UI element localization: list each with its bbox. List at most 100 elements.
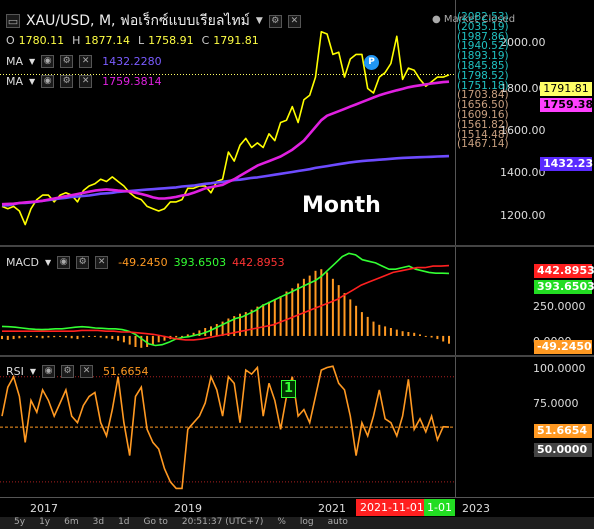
price-tick-label: 1400.00	[500, 166, 546, 179]
macd-histogram-bar	[47, 335, 50, 338]
macd-histogram-bar	[99, 335, 102, 338]
ma1-visibility-icon[interactable]: ◉	[41, 55, 55, 68]
time-axis[interactable]: 2017 2019 2021 2023 2021-11-01 1-01	[0, 497, 594, 517]
rsi-label[interactable]: RSI	[6, 365, 24, 378]
macd-histogram-bar	[395, 329, 398, 336]
macd-histogram-bar	[343, 293, 346, 336]
collapse-pane-icon[interactable]: ▭	[6, 14, 20, 28]
macd-histogram-bar	[111, 335, 114, 340]
time-label-2023: 2023	[462, 502, 490, 515]
fib-level-label: (2035.19)	[457, 20, 509, 33]
rsi-settings-icon[interactable]: ⚙	[61, 365, 75, 378]
toolbar-item[interactable]: 6m	[64, 517, 79, 527]
toolbar-item[interactable]: log	[299, 517, 314, 527]
ma2-settings-icon[interactable]: ⚙	[60, 75, 74, 88]
macd-pane[interactable]	[0, 247, 594, 357]
ohlc-key-c: C	[201, 34, 210, 47]
macd-settings-icon[interactable]: ⚙	[76, 256, 90, 269]
macd-histogram-bar	[279, 296, 282, 336]
fib-level-label: (1561.82)	[457, 118, 509, 131]
macd-chevron-icon[interactable]: ▼	[44, 258, 52, 267]
macd-histogram-bar	[424, 335, 427, 337]
rsi-pane[interactable]	[0, 357, 594, 497]
macd-histogram-bar	[285, 291, 288, 336]
ma2-price-tag: 1759.38	[540, 98, 593, 112]
ohlc-key-h: H	[72, 34, 81, 47]
rsi-legend[interactable]: RSI ▼ ◉ ⚙ ✕ 51.6654	[6, 365, 149, 378]
price-axis[interactable]	[455, 0, 594, 245]
macd-histogram-bar	[384, 326, 387, 336]
price-tick-label: 2000.00	[500, 36, 546, 49]
toolbar-item[interactable]: 5y	[14, 517, 26, 527]
toolbar-item[interactable]: 1y	[39, 517, 51, 527]
ma1-settings-icon[interactable]: ⚙	[60, 55, 74, 68]
macd-histogram-bar	[186, 334, 189, 336]
ma2-close-icon[interactable]: ✕	[79, 75, 93, 88]
rsi-tick-label: 100.0000	[533, 362, 586, 375]
p-badge[interactable]: P	[364, 55, 379, 70]
ohlc-value-c: 1791.81	[213, 34, 259, 47]
macd-signal-tag: 442.8953	[534, 264, 594, 278]
rsi-axis[interactable]	[455, 357, 594, 497]
macd-histogram-bar	[430, 335, 433, 338]
macd-hist-tag: -49.2450	[534, 340, 592, 354]
macd-axis[interactable]	[455, 247, 594, 355]
ma1-legend[interactable]: MA ▼ ◉ ⚙ ✕ 1432.2280	[6, 55, 162, 68]
symbol-title[interactable]: XAU/USD, M, ฟอเร็กซ์แบบเรียลไทม์	[26, 13, 250, 29]
ma1-close-icon[interactable]: ✕	[79, 55, 93, 68]
ma2-visibility-icon[interactable]: ◉	[41, 75, 55, 88]
macd-histogram-bar	[117, 335, 120, 341]
price-tick-label: 1200.00	[500, 209, 546, 222]
macd-legend[interactable]: MACD ▼ ◉ ⚙ ✕ -49.2450 393.6503 442.8953	[6, 256, 285, 269]
rsi-visibility-icon[interactable]: ◉	[42, 365, 56, 378]
macd-histogram-bar	[262, 304, 265, 336]
ma1-label[interactable]: MA	[6, 55, 24, 68]
macd-visibility-icon[interactable]: ◉	[57, 256, 71, 269]
fib-level-label: (2082.53)	[457, 11, 509, 23]
one-badge[interactable]: 1	[281, 380, 296, 398]
ma2-chevron-icon[interactable]: ▼	[29, 77, 36, 86]
macd-chart[interactable]	[0, 247, 455, 355]
macd-histogram-bar	[233, 316, 236, 336]
ohlc-value-o: 1780.11	[18, 34, 65, 47]
macd-histogram-bar	[64, 335, 67, 338]
settings-gear-icon[interactable]: ⚙	[268, 14, 282, 28]
toolbar-item[interactable]: 20:51:37 (UTC+7)	[181, 517, 264, 527]
price-chart[interactable]	[0, 0, 455, 245]
macd-histogram-bar	[151, 335, 154, 345]
macd-histogram-bar	[442, 335, 445, 342]
macd-histogram-bar	[401, 331, 404, 336]
toolbar-item[interactable]: %	[277, 517, 286, 527]
fib-level-label: (1751.18)	[457, 79, 509, 92]
symbol-dropdown-chevron-icon[interactable]: ▼	[255, 16, 263, 26]
macd-histogram-bar	[227, 318, 230, 336]
macd-histogram-bar	[389, 328, 392, 336]
macd-histogram-bar	[24, 335, 27, 338]
toolbar-item[interactable]: 3d	[92, 517, 105, 527]
fib-level-label: (1987.86)	[457, 30, 509, 43]
ma2-label[interactable]: MA	[6, 75, 24, 88]
ohlc-row: O 1780.11 H 1877.14 L 1758.91 C 1791.81	[6, 34, 263, 47]
macd-histogram-bar	[250, 309, 253, 336]
price-tick-label: 1600.00	[500, 124, 546, 137]
ma2-legend[interactable]: MA ▼ ◉ ⚙ ✕ 1759.3814	[6, 75, 162, 88]
price-pane[interactable]	[0, 0, 594, 247]
rsi-chevron-icon[interactable]: ▼	[29, 367, 37, 376]
fib-level-label: (1656.50)	[457, 99, 509, 112]
fib-level-label: (1703.84)	[457, 89, 509, 102]
macd-close-icon[interactable]: ✕	[95, 256, 109, 269]
toolbar-item[interactable]: 1d	[118, 517, 130, 527]
ma1-chevron-icon[interactable]: ▼	[29, 57, 36, 66]
macd-label[interactable]: MACD	[6, 256, 39, 269]
macd-histogram-bar	[30, 335, 32, 337]
month-annotation[interactable]: Month	[302, 193, 381, 218]
toolbar-item[interactable]: Go to	[143, 517, 168, 527]
rsi-chart[interactable]	[0, 357, 455, 495]
rsi-close-icon[interactable]: ✕	[80, 365, 94, 378]
macd-histogram-bar	[221, 321, 224, 336]
macd-histogram-bar	[76, 335, 79, 340]
fib-level-label: (1467.14)	[457, 138, 509, 151]
close-icon[interactable]: ✕	[287, 14, 301, 28]
toolbar-item[interactable]: auto	[327, 517, 348, 527]
rsi-line	[1, 365, 450, 490]
